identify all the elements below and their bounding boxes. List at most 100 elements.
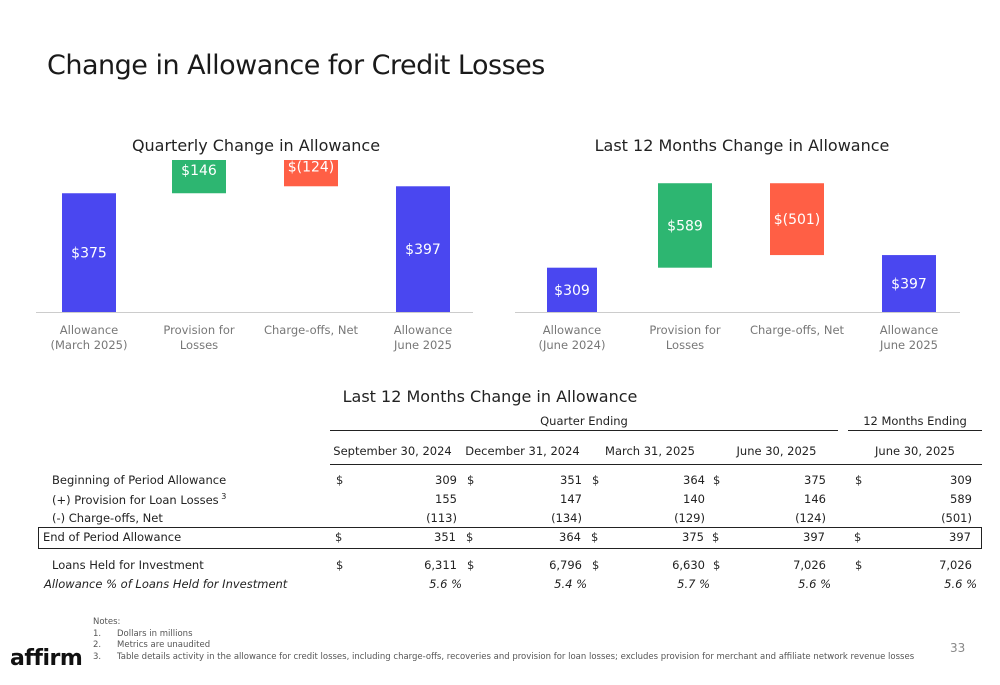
data-label: $397: [891, 277, 927, 293]
table-cell: 7,026: [793, 558, 826, 572]
table-cell: 397: [803, 530, 825, 544]
note-item: 1. Dollars in millions: [93, 629, 933, 641]
row-label: Allowance % of Loans Held for Investment: [44, 577, 288, 591]
bar: [172, 160, 226, 194]
group-header-quarter: Quarter Ending: [330, 414, 838, 431]
column-header: March 31, 2025: [605, 444, 695, 458]
notes-heading: Notes:: [93, 617, 121, 627]
table-cell: (124): [721, 511, 826, 528]
table-cell: 309: [950, 473, 972, 487]
note-number: 3.: [93, 651, 102, 662]
affirm-logo: affirm: [10, 646, 83, 671]
dollar-sign: $: [336, 473, 344, 487]
dollar-sign: $: [466, 530, 474, 544]
table-row: (+) Provision for Loan Losses 3 155 147 140…: [40, 491, 982, 510]
dollar-sign: $: [855, 558, 863, 572]
notes: Notes: 1. Dollars in millions 2. Metrics a…: [93, 617, 933, 663]
category-label: Charge-offs, Net: [750, 323, 845, 337]
ltm-waterfall-chart: $309 Allowance (June 2024) $589 Provision fo…: [515, 183, 960, 352]
category-label: Allowance June 2025: [879, 323, 938, 352]
dollar-sign: $: [592, 558, 600, 572]
dollar-sign: $: [467, 558, 475, 572]
dollar-sign: $: [713, 473, 721, 487]
table-cell: 140: [683, 492, 705, 506]
table-cell: 5.7 %: [677, 577, 710, 591]
note-item: 2. Metrics are unaudited: [93, 640, 933, 652]
category-label: Allowance (March 2025): [51, 323, 128, 352]
data-label: $146: [181, 163, 217, 179]
dollar-sign: $: [854, 530, 862, 544]
table-cell: 6,630: [672, 558, 705, 572]
table-row: Allowance % of Loans Held for Investment…: [40, 576, 982, 595]
row-label: Beginning of Period Allowance: [52, 473, 227, 487]
dollar-sign: $: [336, 558, 344, 572]
column-header: September 30, 2024: [333, 444, 452, 458]
data-label: $375: [71, 246, 107, 262]
table-cell: 5.4 %: [554, 577, 587, 591]
category-label: Charge-offs, Net: [264, 323, 359, 337]
row-label: End of Period Allowance: [43, 530, 182, 544]
column-header: June 30, 2025: [875, 444, 955, 458]
table-cell: 375: [804, 473, 826, 487]
table-cell: 364: [683, 473, 705, 487]
bar: [658, 183, 712, 268]
table-cell: 309: [435, 473, 457, 487]
dollar-sign: $: [591, 530, 599, 544]
table-cell: 589: [950, 492, 972, 506]
note-number: 2.: [93, 640, 102, 650]
column-header-row: September 30, 2024 December 31, 2024 Mar…: [330, 444, 982, 465]
row-label: (-) Charge-offs, Net: [52, 511, 163, 525]
table-cell: 146: [804, 492, 826, 506]
dollar-sign: $: [592, 473, 600, 487]
note-text: Dollars in millions: [117, 628, 193, 639]
row-label: Loans Held for Investment: [52, 558, 204, 572]
table-cell: 6,311: [424, 558, 457, 572]
bar: [882, 255, 936, 312]
data-label: $589: [667, 218, 703, 234]
data-label: $(501): [774, 212, 821, 228]
category-label: Allowance (June 2024): [539, 323, 606, 352]
table-cell: 397: [949, 530, 971, 544]
group-header-12m: 12 Months Ending: [848, 414, 982, 431]
table-cell: (113): [352, 511, 457, 528]
table-cell: 5.6 %: [944, 577, 977, 591]
bar: [396, 186, 450, 312]
data-label: $(124): [288, 160, 335, 176]
note-text: Table details activity in the allowance …: [117, 651, 915, 662]
table-cell: (129): [600, 511, 705, 528]
dollar-sign: $: [335, 530, 343, 544]
table-cell: 6,796: [549, 558, 582, 572]
table-cell: (501): [862, 511, 972, 528]
table-cell: 351: [434, 530, 456, 544]
note-number: 1.: [93, 628, 102, 639]
bar: [547, 267, 597, 312]
category-label: Allowance June 2025: [393, 323, 452, 352]
table-row: Beginning of Period Allowance $309 $351 $36…: [40, 472, 982, 491]
note-item: 3. Table details activity in the allowanc…: [93, 652, 933, 664]
chart-title-12m: Last 12 Months Change in Allowance: [594, 136, 890, 155]
table-cell: (134): [477, 511, 582, 528]
data-label: $309: [554, 283, 590, 299]
column-header: December 31, 2024: [465, 444, 580, 458]
page-title: Change in Allowance for Credit Losses: [47, 50, 545, 81]
table-title: Last 12 Months Change in Allowance: [342, 387, 638, 406]
table-cell: 351: [560, 473, 582, 487]
note-text: Metrics are unaudited: [117, 640, 211, 650]
dollar-sign: $: [855, 473, 863, 487]
category-label: Provision for Losses: [163, 323, 234, 352]
page-number: 33: [950, 641, 966, 655]
table-cell: 5.6 %: [798, 577, 831, 591]
bar: [62, 193, 116, 312]
bar: [284, 160, 338, 187]
table-row: End of Period Allowance $351 $364 $375 $397 $…: [38, 527, 982, 549]
table-cell: 155: [435, 492, 457, 506]
table-cell: 364: [559, 530, 581, 544]
table-cell: 147: [560, 492, 582, 506]
category-label: Provision for Losses: [649, 323, 720, 352]
data-label: $397: [405, 242, 441, 258]
bar: [770, 183, 824, 256]
dollar-sign: $: [712, 530, 720, 544]
table-cell: 375: [682, 530, 704, 544]
footnote-ref: 3: [218, 492, 227, 501]
quarterly-waterfall-chart: $375 Allowance (March 2025) $146 Provision f…: [36, 160, 473, 352]
